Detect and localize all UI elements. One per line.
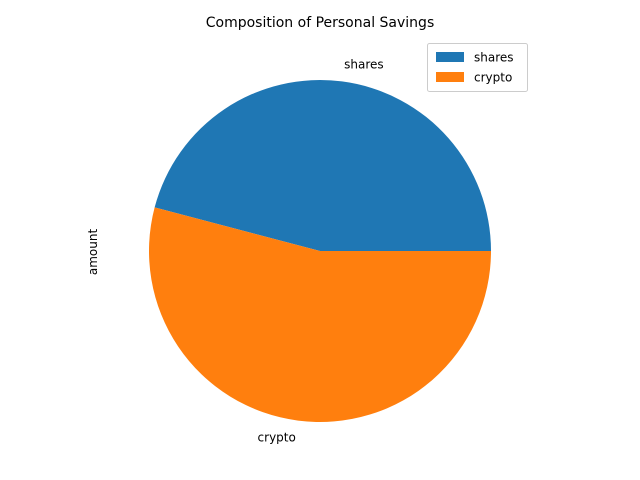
legend-label-shares: shares [474, 51, 514, 65]
pie-slice-shares [154, 80, 491, 251]
legend-label-crypto: crypto [474, 71, 512, 85]
chart-title: Composition of Personal Savings [206, 15, 434, 31]
legend-swatch-crypto [436, 72, 464, 82]
slice-label-crypto: crypto [258, 431, 296, 445]
slice-label-shares: shares [344, 57, 384, 71]
pie-slice-labels: shares crypto [258, 57, 384, 444]
legend: shares crypto [427, 43, 528, 92]
legend-swatch-shares [436, 52, 464, 62]
pie-slices [148, 80, 491, 423]
pie-slice-crypto [148, 207, 491, 423]
y-axis-label: amount [86, 229, 100, 276]
